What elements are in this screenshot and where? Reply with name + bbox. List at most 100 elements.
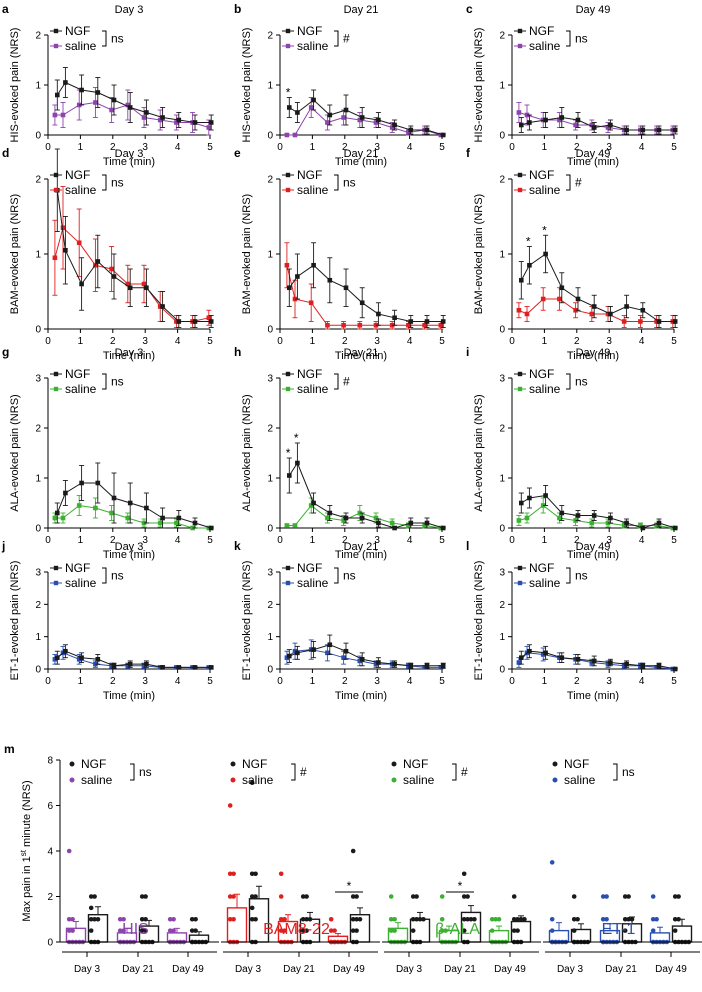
series-saline xyxy=(516,497,676,531)
data-point xyxy=(519,655,524,660)
bar-ngf xyxy=(460,871,482,945)
data-point xyxy=(557,296,562,302)
x-axis-label: Time (min) xyxy=(335,156,387,168)
y-tick-label: 1 xyxy=(35,81,41,92)
y-tick-label: 1 xyxy=(267,81,273,92)
data-point xyxy=(438,322,444,328)
data-point xyxy=(111,274,117,279)
legend-label-ngf: NGF xyxy=(529,561,554,575)
data-dot xyxy=(117,916,123,922)
data-point xyxy=(543,650,548,656)
data-dot xyxy=(388,928,394,933)
data-point xyxy=(559,655,565,660)
data-point xyxy=(325,650,330,656)
significance-star: * xyxy=(526,235,531,249)
data-point xyxy=(516,518,522,523)
data-point xyxy=(327,642,333,648)
series-saline xyxy=(52,186,212,328)
group-name: BAM8-22 xyxy=(263,921,330,938)
data-point xyxy=(540,296,546,302)
legend-bracket xyxy=(291,763,296,781)
data-point xyxy=(63,247,68,253)
x-tick-label: 0 xyxy=(509,535,515,546)
legend-marker-ngf xyxy=(53,28,59,34)
data-point xyxy=(292,523,298,528)
legend-label-saline: saline xyxy=(403,773,435,787)
x-axis-label: Time (min) xyxy=(335,549,387,561)
x-tick-label: 2 xyxy=(110,336,116,347)
y-tick-label: 1 xyxy=(35,632,41,643)
data-point xyxy=(174,120,179,125)
series-line xyxy=(54,504,209,529)
data-dot xyxy=(332,928,337,933)
data-point xyxy=(654,319,659,324)
data-dot xyxy=(328,916,334,922)
chart-title: Day 21 xyxy=(344,347,379,359)
chart-title: Day 3 xyxy=(115,541,144,553)
legend-marker-ngf xyxy=(285,371,291,377)
data-dot xyxy=(92,894,97,899)
data-dot xyxy=(622,928,628,933)
panel-k: k Day 21 0 1 2 3 0 1 2 3 4 5 Time (min) ET-1-evoked p… xyxy=(234,539,446,702)
data-point xyxy=(438,665,444,670)
data-point xyxy=(160,304,165,309)
legend-label-ngf: NGF xyxy=(564,757,589,771)
stat-label: ns xyxy=(343,569,356,583)
data-point xyxy=(376,311,381,317)
data-point xyxy=(308,105,314,110)
data-point xyxy=(621,127,627,133)
stat-label: ns xyxy=(139,765,152,779)
data-point xyxy=(440,525,446,531)
data-point xyxy=(111,663,117,669)
y-tick-label: 2 xyxy=(499,424,505,435)
day-label: Day 49 xyxy=(655,964,687,975)
y-tick-label: 0 xyxy=(35,131,41,142)
x-tick-label: 3 xyxy=(374,336,380,347)
data-dot xyxy=(439,894,445,899)
data-dot xyxy=(354,916,359,922)
stat-label: ns xyxy=(575,375,588,389)
panel-h: h Day 21 0 1 2 3 0 1 2 3 4 5 Time (min) ALA-evoked pa… xyxy=(234,345,446,561)
data-point xyxy=(176,319,182,324)
data-point xyxy=(359,515,365,521)
x-tick-label: 5 xyxy=(207,676,213,687)
data-point xyxy=(55,92,60,98)
legend-marker-ngf xyxy=(517,371,523,377)
x-tick-label: 3 xyxy=(142,336,148,347)
data-dot xyxy=(121,928,126,933)
data-point xyxy=(672,525,678,531)
bar-ngf xyxy=(87,894,109,945)
legend-marker-ngf xyxy=(285,172,291,178)
y-axis-label: BAM-evoked pain (NRS) xyxy=(241,194,253,314)
data-dot xyxy=(227,916,233,922)
x-axis-label: Time (min) xyxy=(567,549,619,561)
panel-label: m xyxy=(4,742,15,756)
x-tick-label: 4 xyxy=(407,535,413,546)
series-NGF xyxy=(54,644,214,670)
data-dot xyxy=(496,916,502,922)
legend-marker-saline xyxy=(517,580,523,586)
data-point xyxy=(527,262,532,268)
data-point xyxy=(575,513,581,518)
x-tick-label: 4 xyxy=(639,336,645,347)
legend-label-ngf: NGF xyxy=(242,757,267,771)
y-tick-label: 4 xyxy=(47,847,53,858)
x-tick-label: 2 xyxy=(342,142,348,153)
data-dot xyxy=(676,894,681,899)
data-point xyxy=(591,304,597,309)
panel-label: j xyxy=(1,539,5,553)
legend-label-saline: saline xyxy=(81,773,113,787)
stat-label: ns xyxy=(575,569,588,583)
legend-marker-ngf xyxy=(391,761,397,767)
data-point xyxy=(559,115,565,120)
data-dot xyxy=(66,916,72,922)
y-tick-label: 0 xyxy=(47,938,53,949)
data-point xyxy=(359,300,365,306)
data-point xyxy=(111,495,117,501)
x-tick-label: 2 xyxy=(574,336,580,347)
stat-label: # xyxy=(461,765,468,779)
legend-marker-ngf xyxy=(517,28,523,34)
